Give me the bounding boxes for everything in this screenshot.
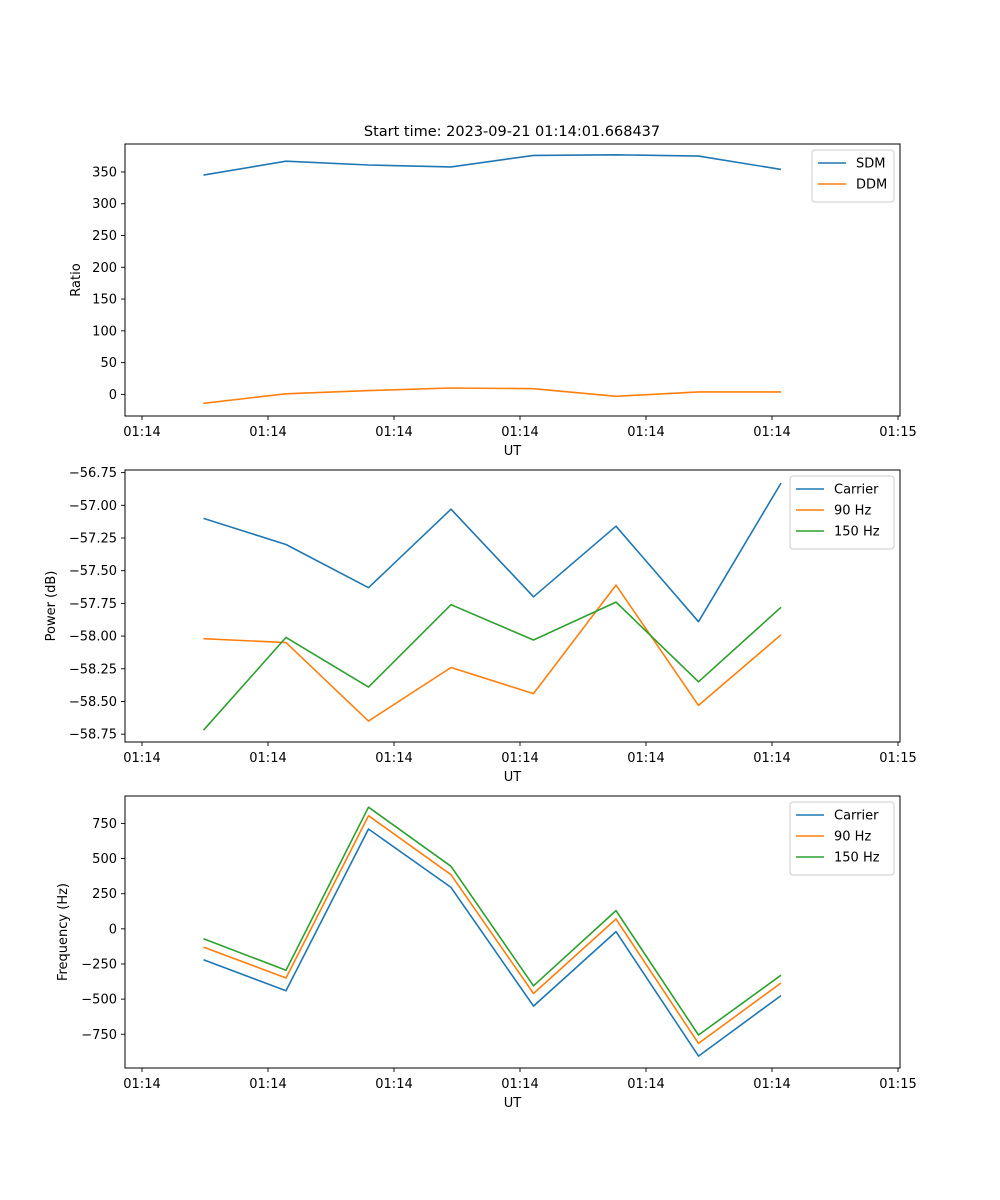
y-tick-label: 0 xyxy=(109,388,117,403)
figure-title: Start time: 2023-09-21 01:14:01.668437 xyxy=(364,124,660,140)
y-tick-label: 250 xyxy=(92,887,117,902)
y-tick-label: −57.75 xyxy=(69,597,117,612)
y-tick-label: 300 xyxy=(92,197,117,212)
x-tick-label: 01:14 xyxy=(123,425,160,440)
y-tick-label: −58.00 xyxy=(69,630,117,645)
x-axis-label: UT xyxy=(504,444,522,459)
y-tick-label: −56.75 xyxy=(69,466,117,481)
x-tick-label: 01:14 xyxy=(249,1077,286,1092)
x-tick-label: 01:14 xyxy=(123,751,160,766)
frequency-panel: 01:14 01:14 01:14 01:14 01:14 01:14 01:15 −750 −… xyxy=(56,795,917,1111)
x-axis-label: UT xyxy=(504,770,522,785)
y-tick-label: −58.50 xyxy=(69,695,117,710)
series-line-ddm xyxy=(203,387,781,405)
y-tick-label: −57.00 xyxy=(69,499,117,514)
x-tick-label: 01:14 xyxy=(375,1077,412,1092)
y-tick-label: 100 xyxy=(92,324,117,339)
y-tick-label: −750 xyxy=(81,1028,117,1043)
series-line-150-hz xyxy=(202,601,782,731)
legend-label-ddm: DDM xyxy=(856,178,887,193)
x-tick-label: 01:14 xyxy=(753,425,790,440)
x-tick-label: 01:15 xyxy=(879,751,916,766)
x-tick-label: 01:14 xyxy=(375,425,412,440)
x-tick-label: 01:15 xyxy=(879,1077,916,1092)
y-tick-label: 50 xyxy=(100,356,117,371)
x-axis-label: UT xyxy=(504,1096,522,1111)
x-tick-label: 01:14 xyxy=(627,751,664,766)
legend-label-150-hz: 150 Hz xyxy=(834,525,880,540)
y-tick-label: 200 xyxy=(92,261,117,276)
power-panel: 01:14 01:14 01:14 01:14 01:14 01:14 01:15 −58.7… xyxy=(44,466,917,785)
legend-label-90-hz: 90 Hz xyxy=(834,830,871,845)
y-tick-label: 250 xyxy=(92,229,117,244)
x-tick-label: 01:14 xyxy=(249,425,286,440)
y-tick-label: 150 xyxy=(92,293,117,308)
x-tick-label: 01:14 xyxy=(501,425,538,440)
y-axis-label: Frequency (Hz) xyxy=(56,883,71,981)
y-tick-label: −500 xyxy=(81,993,117,1008)
y-tick-label: 0 xyxy=(109,922,117,937)
y-axis-label: Power (dB) xyxy=(44,571,59,642)
axes-frame xyxy=(124,143,901,417)
series-line-90-hz xyxy=(203,814,782,1045)
y-tick-label: −250 xyxy=(81,957,117,972)
x-tick-label: 01:14 xyxy=(249,751,286,766)
series-line-carrier xyxy=(203,828,782,1057)
legend-label-150-hz: 150 Hz xyxy=(834,851,880,866)
y-tick-label: 350 xyxy=(92,165,117,180)
x-tick-label: 01:14 xyxy=(501,751,538,766)
y-tick-label: −57.25 xyxy=(69,532,117,547)
y-tick-label: −58.25 xyxy=(69,662,117,677)
y-tick-label: −57.50 xyxy=(69,564,117,579)
legend-label-carrier: Carrier xyxy=(834,809,879,824)
x-tick-label: 01:14 xyxy=(501,1077,538,1092)
ratio-panel: 01:14 01:14 01:14 01:14 01:14 01:14 01:15 0 50 10… xyxy=(69,143,917,459)
y-tick-label: 750 xyxy=(92,817,117,832)
axes-frame xyxy=(124,795,901,1069)
series-line-sdm xyxy=(203,154,782,176)
x-tick-label: 01:14 xyxy=(627,1077,664,1092)
series-line-150-hz xyxy=(203,806,782,1036)
series-line-carrier xyxy=(203,482,782,623)
y-tick-label: −58.75 xyxy=(69,728,117,743)
x-tick-label: 01:14 xyxy=(123,1077,160,1092)
legend-label-carrier: Carrier xyxy=(834,483,879,498)
x-tick-label: 01:14 xyxy=(375,751,412,766)
x-tick-label: 01:14 xyxy=(753,1077,790,1092)
axes-frame xyxy=(124,469,901,743)
series-line-90-hz xyxy=(203,584,782,722)
legend-label-90-hz: 90 Hz xyxy=(834,504,871,519)
legend-label-sdm: SDM xyxy=(856,157,885,172)
x-tick-label: 01:14 xyxy=(627,425,664,440)
y-tick-label: 500 xyxy=(92,852,117,867)
y-axis-label: Ratio xyxy=(69,263,84,296)
x-tick-label: 01:14 xyxy=(753,751,790,766)
x-tick-label: 01:15 xyxy=(879,425,916,440)
